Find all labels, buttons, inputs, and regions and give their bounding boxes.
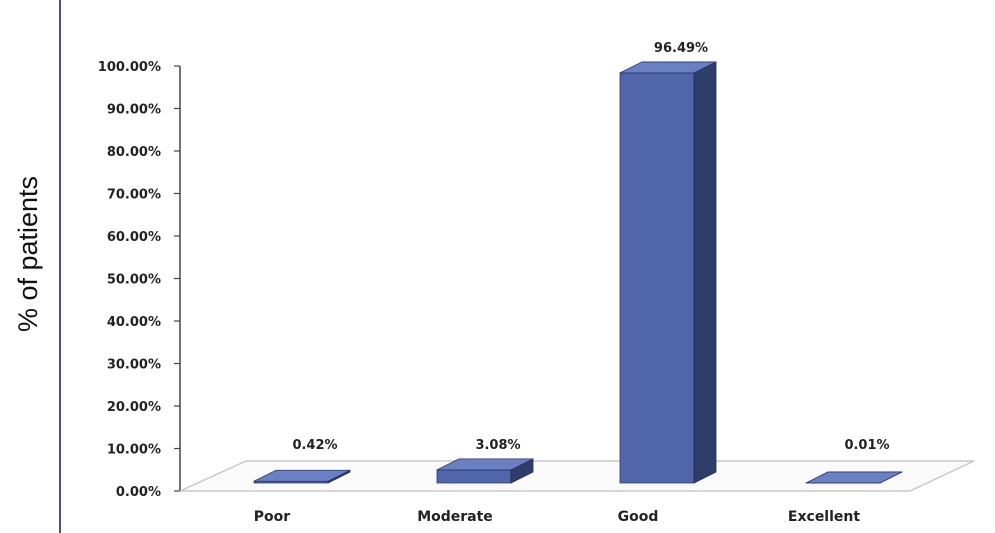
y-tick-label: 100.00% bbox=[98, 60, 161, 75]
category-label-moderate: Moderate bbox=[417, 509, 493, 525]
y-axis-title: % of patients bbox=[13, 176, 43, 332]
y-tick-label: 60.00% bbox=[107, 230, 161, 245]
category-label-poor: Poor bbox=[254, 509, 290, 525]
data-label-poor: 0.42% bbox=[292, 438, 337, 453]
bar-group bbox=[253, 61, 903, 484]
y-tick-label: 80.00% bbox=[107, 145, 161, 160]
y-tick-group: 0.00% 10.00% 20.00% 30.00% 40.00% 50.00% 60.00… bbox=[98, 60, 180, 500]
y-tick-label: 40.00% bbox=[107, 315, 161, 330]
bar-poor bbox=[253, 469, 351, 484]
y-tick-label: 0.00% bbox=[116, 485, 161, 500]
bar-side bbox=[693, 61, 717, 484]
category-label-excellent: Excellent bbox=[788, 509, 860, 525]
bar-good bbox=[619, 61, 717, 484]
data-label-group: 0.42% 3.08% 96.49% 0.01% bbox=[292, 41, 889, 453]
data-label-moderate: 3.08% bbox=[475, 438, 520, 453]
y-tick-label: 20.00% bbox=[107, 400, 161, 415]
y-tick-label: 50.00% bbox=[107, 273, 161, 288]
bar-moderate bbox=[436, 458, 534, 484]
category-label-good: Good bbox=[618, 509, 659, 525]
category-label-group: Poor Moderate Good Excellent bbox=[254, 509, 861, 525]
bar-excellent bbox=[805, 471, 903, 484]
data-label-excellent: 0.01% bbox=[844, 438, 889, 453]
bar-front bbox=[619, 72, 695, 484]
data-label-good: 96.49% bbox=[654, 41, 708, 56]
bar-top bbox=[619, 61, 717, 74]
y-tick-label: 30.00% bbox=[107, 358, 161, 373]
y-tick-label: 90.00% bbox=[107, 103, 161, 118]
y-tick-label: 10.00% bbox=[107, 443, 161, 458]
y-tick-label: 70.00% bbox=[107, 188, 161, 203]
bar-front bbox=[436, 469, 512, 484]
bar-top bbox=[253, 469, 351, 482]
bar-top bbox=[805, 471, 903, 484]
bar-top bbox=[436, 458, 534, 471]
floor-plane bbox=[179, 460, 975, 492]
